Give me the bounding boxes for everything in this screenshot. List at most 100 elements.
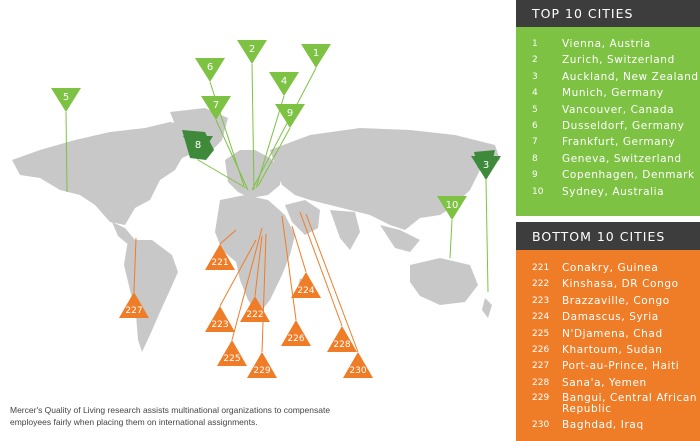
city-rank: 230 <box>532 420 550 431</box>
city-rank: 225 <box>532 328 550 339</box>
city-name: Brazzaville, Congo <box>562 294 670 307</box>
bottom-city-marker: 221 <box>205 244 235 270</box>
caption: Mercer's Quality of Living research assi… <box>10 405 331 427</box>
top-marker-label: 2 <box>249 44 255 55</box>
world-map: 1 2 3 4 5 6 7 8 9 10 221 222 223 224 225 226 227 228 229 23… <box>12 40 501 378</box>
city-row: 1 Vienna, Austria <box>516 36 700 52</box>
top-city-marker: 9 <box>275 104 305 128</box>
city-rank: 4 <box>532 88 538 99</box>
city-row: 3 Auckland, New Zealand <box>516 69 700 85</box>
city-name: Frankfurt, Germany <box>562 136 676 149</box>
connector-line <box>305 213 359 353</box>
bottom-city-marker: 227 <box>119 292 149 318</box>
city-rank: 224 <box>532 312 550 323</box>
top-marker-label: 5 <box>63 92 69 103</box>
city-rank: 222 <box>532 279 550 290</box>
city-rank: 221 <box>532 263 550 273</box>
connector-line <box>65 111 68 193</box>
city-name: Geneva, Switzerland <box>562 152 682 165</box>
connector-line <box>251 67 317 191</box>
bottom-city-marker: 222 <box>240 296 270 322</box>
continents <box>12 108 500 352</box>
city-rank: 2 <box>532 55 538 66</box>
top-city-marker: 2 <box>237 40 267 64</box>
city-row: 230 Baghdad, Iraq <box>516 417 700 433</box>
city-rank: 227 <box>532 361 550 372</box>
top-city-marker: 3 <box>471 156 501 180</box>
city-row: 8 Geneva, Switzerland <box>516 151 700 167</box>
top-marker-label: 8 <box>195 140 201 151</box>
city-row: 9 Copenhagen, Denmark <box>516 167 700 183</box>
connector-line <box>255 95 285 189</box>
top-city-marker: 8 <box>183 136 213 160</box>
marker-connectors <box>65 63 489 353</box>
bottom-marker-label: 223 <box>211 320 228 330</box>
bottom-city-marker: 230 <box>343 352 373 378</box>
connector-line <box>485 179 489 293</box>
top-city-marker: 5 <box>51 88 81 112</box>
city-row: 223 Brazzaville, Congo <box>516 293 700 309</box>
bottom-marker-label: 225 <box>223 354 240 364</box>
connector-line <box>215 119 249 191</box>
top-marker-label: 1 <box>313 48 319 59</box>
city-row: 7 Frankfurt, Germany <box>516 134 700 150</box>
bottom-city-marker: 229 <box>247 352 277 378</box>
connector-line <box>291 225 307 273</box>
city-row: 227 Port-au-Prince, Haiti <box>516 358 700 374</box>
top-marker-label: 3 <box>483 160 489 171</box>
bottom-city-marker: 226 <box>281 320 311 346</box>
bottom-marker-label: 230 <box>349 366 366 376</box>
connector-line <box>219 229 237 245</box>
bottom-marker-label: 224 <box>297 286 314 296</box>
bottom-cities-header: BOTTOM 10 CITIES <box>516 222 700 250</box>
city-row: 229 Bangui, Central African Republic <box>516 391 700 417</box>
top-city-marker: 4 <box>269 72 299 96</box>
city-rank: 226 <box>532 344 550 355</box>
city-row: 5 Vancouver, Canada <box>516 102 700 118</box>
city-name: Dusseldorf, Germany <box>562 119 685 132</box>
bottom-city-marker: 224 <box>291 272 321 298</box>
bottom-city-marker: 225 <box>217 340 247 366</box>
city-rank: 6 <box>532 120 538 131</box>
top-city-marker: 7 <box>201 96 231 120</box>
city-row: 228 Sana'a, Yemen <box>516 375 700 391</box>
bottom-marker-label: 227 <box>125 306 142 316</box>
south-america-shape <box>124 240 178 352</box>
top-cities-title: TOP 10 CITIES <box>532 6 634 21</box>
city-row: 221 Conakry, Guinea <box>516 260 700 276</box>
city-row: 4 Munich, Germany <box>516 85 700 101</box>
city-name: Conakry, Guinea <box>562 262 659 274</box>
new-zealand-shape <box>482 298 492 318</box>
top-marker-label: 6 <box>207 62 213 73</box>
city-rank: 10 <box>532 186 544 197</box>
city-rank: 1 <box>532 39 538 49</box>
city-name: Bangui, Central African Republic <box>562 392 698 416</box>
bottom-marker-label: 229 <box>253 366 270 376</box>
city-name: Vancouver, Canada <box>562 103 675 116</box>
bottom-marker-label: 221 <box>211 258 228 268</box>
city-row: 224 Damascus, Syria <box>516 309 700 325</box>
city-row: 222 Kinshasa, DR Congo <box>516 276 700 292</box>
city-name: Auckland, New Zealand <box>562 70 699 83</box>
bottom-city-marker: 223 <box>205 306 235 332</box>
top-marker-label: 4 <box>281 76 287 87</box>
city-rank: 228 <box>532 377 550 388</box>
connector-line <box>254 235 263 297</box>
bottom-marker-label: 222 <box>246 310 263 320</box>
city-markers: 1 2 3 4 5 6 7 8 9 10 221 222 223 224 225 226 227 228 229 23… <box>51 40 501 378</box>
top-city-marker: 10 <box>437 196 467 220</box>
city-name: Zurich, Switzerland <box>562 54 675 67</box>
connector-line <box>133 237 137 293</box>
connector-line <box>449 219 453 259</box>
top-marker-label: 7 <box>213 100 219 111</box>
city-name: Munich, Germany <box>562 87 664 100</box>
southeast-asia-shape <box>380 225 420 252</box>
city-name: Vienna, Austria <box>562 38 651 50</box>
city-row: 225 N'Djamena, Chad <box>516 326 700 342</box>
city-rank: 9 <box>532 170 538 181</box>
city-name: N'Djamena, Chad <box>562 327 663 340</box>
city-name: Damascus, Syria <box>562 311 659 324</box>
top-cities-list: 1 Vienna, Austria 2 Zurich, Switzerland 3 Auc… <box>516 27 700 216</box>
city-row: 10 Sydney, Australia <box>516 184 700 200</box>
bottom-city-marker: 228 <box>327 326 357 352</box>
